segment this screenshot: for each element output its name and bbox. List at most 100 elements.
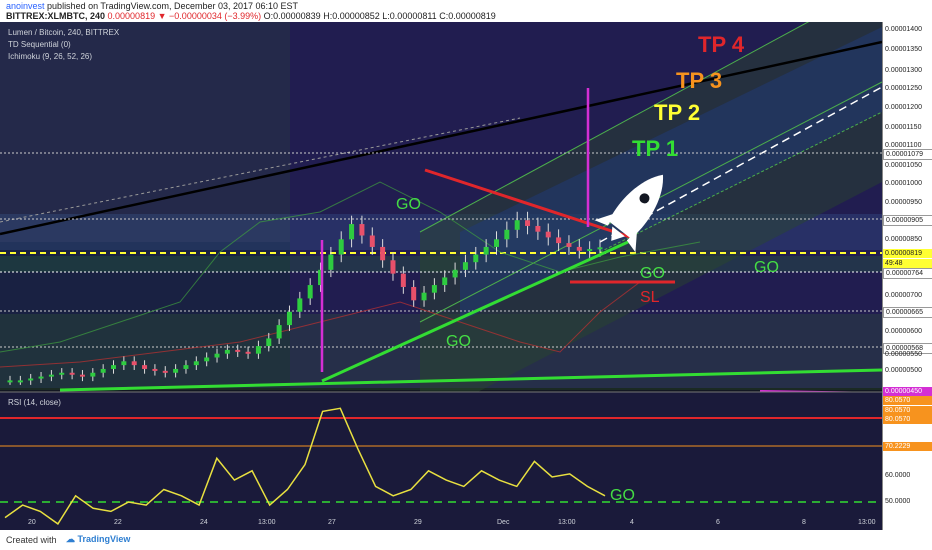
candle-body — [173, 368, 179, 373]
candle-body — [245, 351, 251, 354]
candle-body — [462, 262, 468, 270]
candle-body — [28, 378, 34, 381]
candle-body — [514, 220, 520, 230]
candle-body — [38, 376, 44, 379]
candle-body — [90, 372, 96, 377]
tp4-label: TP 4 — [698, 32, 745, 57]
low-value: L:0.00000811 — [382, 11, 437, 21]
rsi-line — [4, 407, 606, 525]
candle-body — [504, 229, 510, 240]
candle-body — [224, 349, 230, 354]
candle-body — [535, 225, 541, 232]
channel-upper-line — [419, 22, 810, 233]
legend-rsi: RSI (14, close) — [8, 398, 61, 407]
x-tick-1: 22 — [114, 519, 122, 526]
rsi-tick: 50.0000 — [885, 498, 911, 505]
candle-body — [214, 353, 220, 358]
candle-body — [79, 374, 85, 377]
legend-td: TD Sequential (0) — [8, 40, 71, 49]
rsi-tick: 60.0000 — [885, 472, 911, 479]
candle-body — [328, 254, 334, 270]
long-trend-dash — [0, 117, 521, 223]
x-tick-2: 24 — [200, 519, 208, 526]
candle-body — [48, 374, 54, 377]
price-tick: 0.00001350 — [885, 46, 922, 53]
ichimoku-base-line — [0, 281, 641, 368]
countdown-timer: 49:48 — [883, 259, 932, 268]
chart-svg: TP 4 TP 3 TP 2 TP 1 GO GO GO GO SL GO — [0, 22, 882, 530]
candle-body — [142, 365, 148, 369]
candle-body — [431, 285, 437, 293]
tradingview-logo[interactable]: ☁ TradingView — [66, 534, 131, 544]
publisher-link[interactable]: anoinvest — [6, 1, 45, 11]
sl-label: SL — [640, 289, 660, 306]
x-tick-4: 27 — [328, 519, 336, 526]
zone-bg-left — [0, 22, 290, 388]
candle-body — [162, 370, 168, 373]
price-box-764: 0.00000764 — [883, 268, 932, 279]
price-change: −0.00000034 (−3.99%) — [169, 11, 262, 21]
price-tick: 0.00000550 — [885, 351, 922, 358]
candle-body — [452, 269, 458, 278]
x-tick-3: 13:00 — [258, 519, 276, 526]
price-tick: 0.00000500 — [885, 367, 922, 374]
candle-body — [183, 365, 189, 369]
zone-band-green — [0, 256, 882, 272]
candle-body — [483, 246, 489, 255]
zone-shade — [0, 22, 290, 242]
candle-body — [525, 220, 531, 226]
price-tick: 0.00001000 — [885, 180, 922, 187]
price-tick: 0.00001250 — [885, 85, 922, 92]
chart-area[interactable]: TP 4 TP 3 TP 2 TP 1 GO GO GO GO SL GO Lu… — [0, 22, 882, 530]
candle-body — [286, 311, 292, 326]
tp3-label: TP 3 — [676, 68, 722, 93]
tradingview-brand: TradingView — [77, 534, 131, 544]
candle-body — [338, 239, 344, 255]
price-axis[interactable]: 0.00001400 0.00001350 0.00001300 0.00001… — [882, 22, 932, 530]
price-tick: 0.00001100 — [885, 142, 922, 149]
candle-body — [380, 246, 386, 261]
rocket-icon — [594, 174, 663, 253]
candle-body — [587, 249, 593, 252]
candle-body — [131, 361, 137, 366]
candle-body — [266, 338, 272, 347]
candle-body — [7, 380, 13, 383]
long-trend-line — [0, 40, 882, 236]
legend-ichimoku: Ichimoku (9, 26, 52, 26) — [8, 52, 93, 61]
close-value: C:0.00000819 — [439, 11, 496, 21]
go-label-1: GO — [396, 196, 421, 213]
candle-body — [597, 247, 603, 250]
candle-body — [204, 357, 210, 362]
price-tick: 0.00001300 — [885, 67, 922, 74]
go-label-3: GO — [640, 265, 665, 282]
support-trend-line — [321, 240, 629, 383]
x-tick-8: 4 — [630, 519, 634, 526]
candle-body — [193, 361, 199, 366]
x-tick-5: 29 — [414, 519, 422, 526]
candle-body — [17, 380, 23, 383]
candle-body — [400, 273, 406, 287]
zone-band-blue — [0, 214, 882, 250]
tp2-label: TP 2 — [654, 100, 700, 125]
candle-body — [359, 224, 365, 236]
candle-body — [235, 349, 241, 352]
price-tick: 0.00001050 — [885, 162, 922, 169]
open-value: O:0.00000839 — [263, 11, 321, 21]
publish-line: anoinvest published on TradingView.com, … — [6, 1, 298, 11]
price-tick: 0.00001200 — [885, 104, 922, 111]
candle-body — [369, 235, 375, 247]
candle-body — [307, 285, 313, 299]
rsi-box: 80.0570 — [883, 396, 932, 405]
candle-body — [545, 231, 551, 238]
price-tick: 0.00000700 — [885, 292, 922, 299]
go-label-2: GO — [446, 333, 471, 350]
price-box-568: 0.00000568 — [883, 343, 932, 354]
published-text: published on TradingView.com, December 0… — [47, 1, 299, 11]
rsi-box: 80.0570 — [883, 415, 932, 424]
go-label-rsi: GO — [610, 487, 635, 504]
tp1-label: TP 1 — [632, 136, 678, 161]
candle-body — [255, 346, 261, 354]
candles-group — [7, 211, 603, 385]
candle-body — [421, 292, 427, 301]
go-label-4: GO — [754, 259, 779, 276]
